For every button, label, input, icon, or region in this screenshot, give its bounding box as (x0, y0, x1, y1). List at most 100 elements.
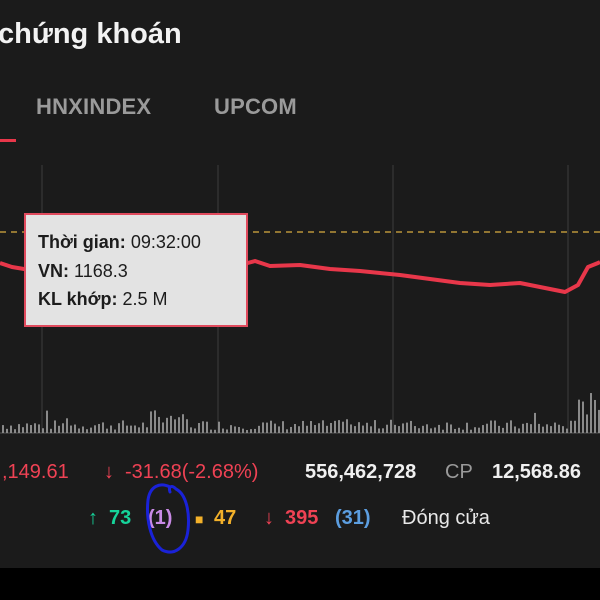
volume-bar (290, 426, 292, 433)
volume-bar (114, 429, 116, 433)
volume-bar (94, 425, 96, 433)
volume-bar (458, 427, 460, 433)
volume-bar (174, 419, 176, 433)
volume-bar (294, 423, 296, 433)
volume-bar (498, 425, 500, 433)
volume-bar (162, 422, 164, 433)
volume-bar (150, 411, 152, 433)
volume-bar (74, 424, 76, 433)
index-change: -31.68(-2.68%) (125, 461, 259, 483)
volume-bar (450, 424, 452, 433)
volume-bar (326, 425, 328, 433)
index-value: ,149.61 (2, 461, 69, 483)
bottom-bar (0, 568, 600, 600)
volume-bar (254, 428, 256, 433)
volume-bar (158, 416, 160, 433)
volume-bar (542, 426, 544, 433)
volume-bar (58, 425, 60, 433)
volume-bar (426, 424, 428, 433)
volume-bar (366, 422, 368, 433)
volume-bar (102, 422, 104, 433)
volume-bar (198, 423, 200, 433)
tooltip-index-row: VN: 1168.3 (38, 261, 128, 282)
volume-bar (438, 424, 440, 433)
volume-bar (570, 420, 572, 433)
volume-bar (410, 420, 412, 433)
volume-bar (78, 428, 80, 433)
volume-bar (562, 426, 564, 433)
volume-bar (98, 423, 100, 433)
volume-bar (358, 422, 360, 433)
volume-bars (2, 393, 600, 433)
tooltip-volume-row: KL khớp: 2.5 M (38, 289, 168, 310)
decliners-count: 395 (285, 507, 319, 529)
volume-bar (126, 425, 128, 433)
volume-bar (110, 425, 112, 433)
volume-bar (46, 410, 48, 433)
volume-bar (142, 422, 144, 433)
volume-bar (526, 422, 528, 433)
volume-bar (414, 426, 416, 433)
volume-bar (510, 420, 512, 433)
volume-bar (442, 429, 444, 433)
volume-bar (154, 410, 156, 433)
volume-bar (550, 426, 552, 433)
volume-bar (278, 426, 280, 433)
active-tab-indicator (0, 139, 16, 142)
volume-bar (38, 424, 40, 433)
volume-bar (502, 427, 504, 433)
volume-bar (238, 427, 240, 433)
volume-bar (362, 425, 364, 433)
volume-bar (2, 425, 4, 433)
volume-bar (574, 420, 576, 433)
volume-bar (406, 422, 408, 433)
volume-bar (82, 426, 84, 433)
volume-bar (486, 423, 488, 433)
volume-bar (430, 428, 432, 433)
volume-bar (246, 429, 248, 433)
volume-bar (66, 418, 68, 433)
volume-bar (26, 423, 28, 433)
volume-bar (130, 425, 132, 433)
volume-bar (210, 429, 212, 433)
volume-bar (226, 429, 228, 433)
tooltip-time-label: Thời gian: (38, 232, 126, 252)
volume-bar (534, 412, 536, 433)
volume-bar (122, 420, 124, 433)
index-stats: ,149.61 ↓ -31.68(-2.68%) 556,462,728 CP … (0, 461, 600, 489)
volume-bar (298, 426, 300, 433)
volume-bar (170, 415, 172, 433)
volume-bar (478, 427, 480, 433)
volume-bar (106, 428, 108, 433)
volume-bar (398, 426, 400, 433)
down-arrow-icon: ↓ (104, 461, 114, 483)
volume-bar (546, 424, 548, 433)
volume-bar (186, 419, 188, 433)
volume-bar (494, 420, 496, 433)
tooltip-time-row: Thời gian: 09:32:00 (38, 232, 201, 253)
volume-bar (230, 425, 232, 433)
advancers-count: 73 (109, 507, 132, 529)
volume-bar (354, 426, 356, 433)
volume-bar (342, 421, 344, 433)
volume-bar (6, 428, 8, 433)
volume-bar (274, 423, 276, 433)
tab-hnxindex[interactable]: HNXINDEX (36, 94, 152, 119)
volume-bar (306, 425, 308, 433)
volume-bar (454, 428, 456, 433)
volume-bar (50, 428, 52, 433)
volume-bar (582, 401, 584, 433)
volume-bar (14, 429, 16, 433)
volume-bar (182, 414, 184, 433)
tab-upcom[interactable]: UPCOM (214, 94, 297, 119)
volume-bar (146, 427, 148, 433)
tooltip-index-label: VN: (38, 261, 69, 281)
volume-bar (206, 421, 208, 433)
volume-bar (378, 428, 380, 433)
volume-bar (178, 417, 180, 433)
volume-bar (374, 420, 376, 433)
volume-bar (338, 420, 340, 433)
volume-bar (314, 425, 316, 433)
volume-bar (390, 419, 392, 433)
volume-bar (558, 424, 560, 433)
